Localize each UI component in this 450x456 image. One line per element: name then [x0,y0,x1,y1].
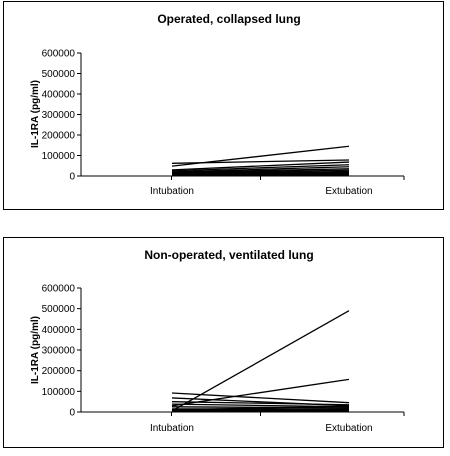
series-line-4 [171,164,350,172]
y-tick-label: 400000 [42,325,76,336]
series-line-9 [171,405,350,411]
series-line-6 [171,168,350,173]
series-line-10 [171,408,350,411]
y-tick-label: 600000 [42,284,76,295]
chart-panel-operated: Operated, collapsed lung 0 100000 200000 30… [3,1,444,210]
chart-operated-collapsed-lung: Operated, collapsed lung 0 100000 200000 30… [30,12,405,197]
series-line-2 [171,159,350,164]
y-tick-label: 0 [69,172,75,183]
y-tick-label: 200000 [42,366,76,377]
y-tick-label: 300000 [42,346,76,357]
series-line-7 [171,406,350,409]
x-tick-label: Intubation [150,423,194,434]
series-line-7 [171,169,350,174]
y-tick-label: 0 [69,408,75,419]
y-tick-label: 100000 [42,151,76,162]
y-axis-label: IL-1RA (pg/ml) [30,316,41,384]
series-line-2 [171,378,350,407]
chart-title: Operated, collapsed lung [157,12,300,26]
x-tick-label: Extubation [325,186,372,197]
x-tick-label: Extubation [325,423,372,434]
series-line-5 [171,401,350,406]
series-line-3 [171,161,350,171]
chart-non-operated-ventilated-lung: Non-operated, ventilated lung 0 100000 200… [30,248,405,434]
series-line-1 [171,310,350,412]
y-tick-label: 200000 [42,131,76,142]
y-tick-label: 100000 [42,387,76,398]
y-tick-label: 300000 [42,110,76,121]
y-tick-label: 600000 [42,49,76,60]
y-tick-label: 400000 [42,90,76,101]
y-axis-label: IL-1RA (pg/ml) [30,80,41,148]
series-line-3 [171,392,350,404]
chart-title: Non-operated, ventilated lung [144,248,313,262]
x-tick-label: Intubation [150,186,194,197]
chart-panel-non-operated: Non-operated, ventilated lung 0 100000 200… [3,237,444,448]
y-tick-label: 500000 [42,304,76,315]
series-line-5 [171,166,350,173]
y-tick-label: 500000 [42,69,76,80]
